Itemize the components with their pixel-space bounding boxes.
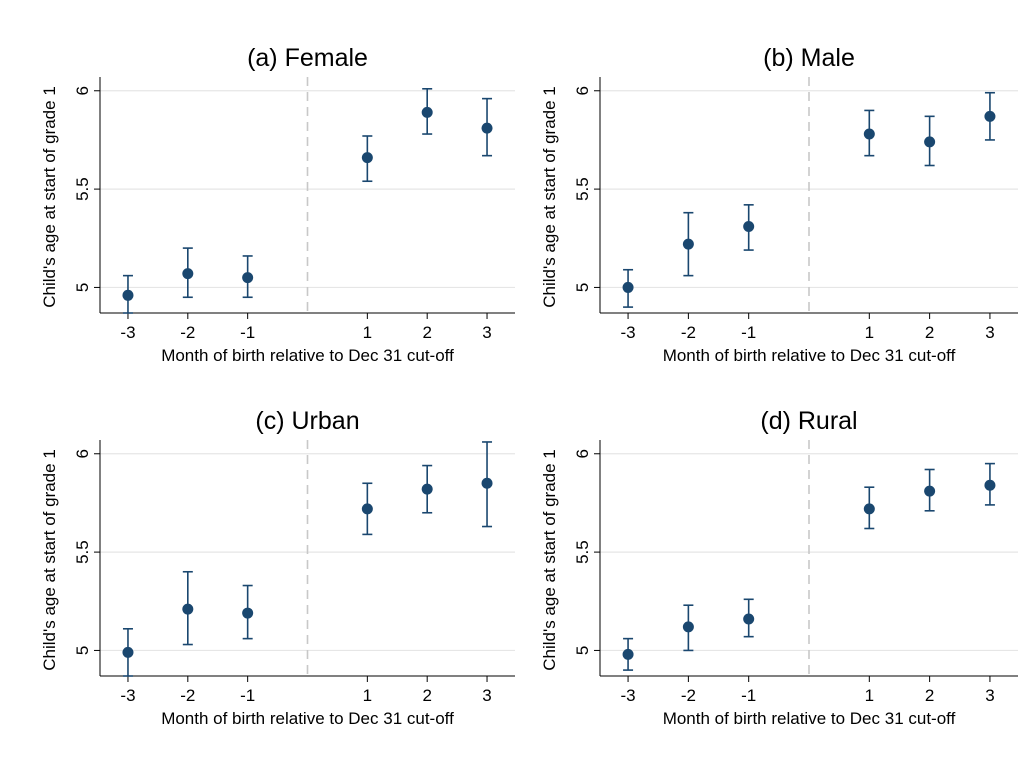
x-tick-label: -2 [681,686,696,705]
panel-title: (b) Male [763,44,855,72]
data-point [863,128,875,140]
data-point [361,503,373,515]
x-tick-label: -2 [180,686,195,705]
x-tick-label: 2 [925,323,934,342]
y-tick-label: 5 [573,283,592,292]
x-tick-label: 3 [482,323,491,342]
data-point [682,238,694,250]
data-point [122,646,134,658]
x-tick-label: -3 [120,686,135,705]
x-tick-label: -1 [240,323,255,342]
chart-panel: 5 5.5 6 -3 -2 -1 1 2 3 (a) Female Month of birth r… [40,44,515,365]
x-axis-label: Month of birth relative to Dec 31 cut-of… [663,346,956,365]
chart-panel: 5 5.5 6 -3 -2 -1 1 2 3 (d) Rural Month of birth re… [540,407,1018,728]
x-tick-label: 1 [363,323,372,342]
y-axis-label: Child's age at start of grade 1 [40,86,59,308]
y-axis-label: Child's age at start of grade 1 [540,449,559,671]
x-tick-label: -1 [741,323,756,342]
x-tick-label: 2 [925,686,934,705]
y-tick-label: 6 [573,86,592,95]
x-tick-label: -3 [621,686,636,705]
data-point [924,485,936,497]
chart-panel: 5 5.5 6 -3 -2 -1 1 2 3 (c) Urban Month of birth re… [40,407,515,728]
x-tick-label: 1 [865,686,874,705]
y-tick-label: 5 [573,646,592,655]
x-tick-label: 2 [422,686,431,705]
x-axis-label: Month of birth relative to Dec 31 cut-of… [161,346,454,365]
data-point [622,648,634,660]
data-point [481,122,493,134]
x-axis-label: Month of birth relative to Dec 31 cut-of… [663,709,956,728]
data-point [984,110,996,122]
y-tick-label: 6 [73,86,92,95]
x-tick-label: -3 [120,323,135,342]
y-tick-label: 5 [73,283,92,292]
y-axis-label: Child's age at start of grade 1 [40,449,59,671]
y-tick-label: 5.5 [573,177,592,201]
data-point [481,477,493,489]
y-axis-label: Child's age at start of grade 1 [540,86,559,308]
data-point [743,220,755,232]
y-tick-label: 6 [73,449,92,458]
data-point [122,289,134,301]
y-tick-label: 5 [73,646,92,655]
chart-panel: 5 5.5 6 -3 -2 -1 1 2 3 (b) Male Month of birth rel… [540,44,1018,365]
y-tick-label: 5.5 [73,177,92,201]
x-tick-label: 1 [363,686,372,705]
x-tick-label: 3 [482,686,491,705]
x-tick-label: -2 [681,323,696,342]
y-tick-label: 6 [573,449,592,458]
data-point [984,479,996,491]
data-point [182,268,194,280]
data-point [924,136,936,148]
data-point [622,281,634,293]
x-tick-label: -2 [180,323,195,342]
data-point [682,621,694,633]
data-point [743,613,755,625]
data-point [182,603,194,615]
panel-title: (a) Female [247,44,368,72]
x-tick-label: 1 [865,323,874,342]
y-tick-label: 5.5 [73,540,92,564]
x-tick-label: -1 [741,686,756,705]
data-point [421,106,433,118]
data-point [242,607,254,619]
panel-title: (d) Rural [760,407,857,435]
x-tick-label: -1 [240,686,255,705]
panel-title: (c) Urban [255,407,359,435]
data-point [421,483,433,495]
x-tick-label: 3 [985,686,994,705]
data-point [361,152,373,164]
x-tick-label: 3 [985,323,994,342]
data-point [863,503,875,515]
y-tick-label: 5.5 [573,540,592,564]
data-point [242,272,254,284]
x-tick-label: 2 [422,323,431,342]
x-axis-label: Month of birth relative to Dec 31 cut-of… [161,709,454,728]
x-tick-label: -3 [621,323,636,342]
